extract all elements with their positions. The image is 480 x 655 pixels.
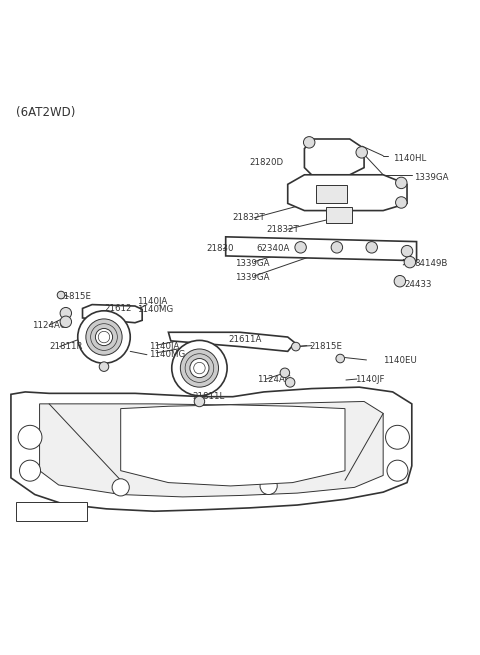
Text: 21612: 21612 — [104, 304, 132, 313]
Polygon shape — [39, 402, 383, 497]
Text: 1339GA: 1339GA — [235, 259, 270, 268]
Text: 1140JA: 1140JA — [149, 342, 180, 351]
Text: 21832T: 21832T — [266, 225, 299, 234]
Text: 24433: 24433 — [405, 280, 432, 289]
Text: 21830: 21830 — [206, 244, 234, 253]
Text: 21611A: 21611A — [228, 335, 262, 344]
Circle shape — [112, 479, 129, 496]
Circle shape — [60, 316, 72, 328]
Circle shape — [285, 378, 295, 387]
Text: 1140MG: 1140MG — [137, 305, 174, 314]
Polygon shape — [168, 332, 295, 351]
Text: 1140EU: 1140EU — [383, 356, 417, 365]
Text: 21832T: 21832T — [233, 214, 265, 222]
FancyBboxPatch shape — [16, 502, 87, 521]
Polygon shape — [226, 237, 417, 261]
Text: 21811R: 21811R — [49, 342, 83, 351]
Circle shape — [291, 343, 300, 351]
Text: 1140JF: 1140JF — [355, 375, 384, 384]
Text: 1124AC: 1124AC — [33, 320, 66, 329]
Circle shape — [366, 242, 377, 253]
Circle shape — [86, 319, 122, 355]
Circle shape — [394, 276, 406, 287]
Circle shape — [280, 368, 289, 378]
Circle shape — [18, 425, 42, 449]
Text: 1339GA: 1339GA — [235, 273, 270, 282]
Circle shape — [331, 242, 343, 253]
Polygon shape — [120, 405, 345, 486]
Text: 1339GA: 1339GA — [414, 173, 449, 181]
Polygon shape — [83, 305, 142, 323]
Text: 62340A: 62340A — [257, 244, 290, 253]
Circle shape — [396, 177, 407, 189]
Circle shape — [260, 477, 277, 495]
Text: 21815E: 21815E — [59, 292, 92, 301]
Circle shape — [172, 341, 227, 396]
Circle shape — [387, 460, 408, 481]
Text: 21820D: 21820D — [250, 159, 284, 168]
FancyBboxPatch shape — [326, 207, 352, 223]
Text: 21815E: 21815E — [309, 342, 342, 351]
Circle shape — [190, 358, 209, 378]
Circle shape — [295, 242, 306, 253]
Circle shape — [180, 349, 218, 387]
Circle shape — [194, 396, 204, 407]
Text: 21811L: 21811L — [192, 392, 225, 402]
Circle shape — [60, 307, 72, 319]
FancyBboxPatch shape — [316, 185, 348, 204]
Polygon shape — [11, 387, 412, 512]
Text: 1140JA: 1140JA — [137, 297, 168, 306]
Circle shape — [20, 460, 40, 481]
Text: (6AT2WD): (6AT2WD) — [16, 105, 75, 119]
Circle shape — [356, 147, 367, 158]
Polygon shape — [304, 139, 364, 177]
Circle shape — [78, 310, 130, 364]
Circle shape — [57, 291, 65, 299]
Polygon shape — [288, 175, 407, 210]
Circle shape — [303, 137, 315, 148]
Text: 1124AC: 1124AC — [257, 375, 290, 384]
Circle shape — [396, 196, 407, 208]
Circle shape — [401, 246, 413, 257]
Text: 84149B: 84149B — [414, 259, 447, 268]
Text: 1140HL: 1140HL — [393, 153, 426, 162]
Circle shape — [336, 354, 345, 363]
Text: 1140MG: 1140MG — [149, 350, 186, 359]
Circle shape — [404, 256, 416, 268]
Text: REF.60-624: REF.60-624 — [39, 507, 88, 515]
Circle shape — [96, 328, 113, 346]
Circle shape — [99, 362, 109, 371]
Circle shape — [385, 425, 409, 449]
